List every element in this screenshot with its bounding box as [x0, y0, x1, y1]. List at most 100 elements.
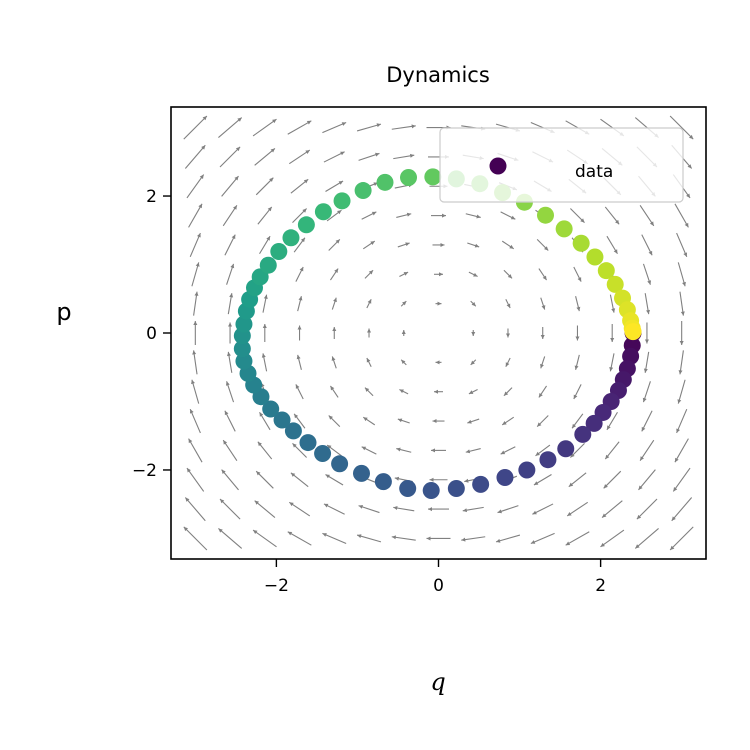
data-point [352, 464, 370, 482]
data-point [259, 256, 277, 274]
vector-arrow [228, 322, 233, 344]
vector-arrow [224, 234, 236, 256]
vector-arrow [295, 266, 304, 282]
vector-arrow [188, 203, 203, 228]
data-point [585, 414, 603, 432]
vector-arrow [367, 328, 372, 338]
vector-arrow [361, 446, 377, 455]
vector-arrow [393, 506, 415, 512]
vector-arrow [609, 353, 615, 372]
vector-arrow [606, 235, 618, 255]
data-point [574, 425, 592, 443]
vector-arrow [397, 418, 410, 424]
vector-arrow [396, 212, 412, 218]
vector-arrow [293, 413, 306, 429]
data-point [399, 479, 417, 497]
vector-arrow [533, 474, 552, 486]
vector-arrow [391, 535, 416, 541]
data-point [314, 203, 332, 221]
legend-label: data [575, 162, 613, 182]
vector-arrow [606, 411, 618, 431]
vector-arrow [322, 121, 347, 134]
vector-field [183, 115, 694, 551]
vector-arrow [642, 263, 652, 285]
vector-arrow [435, 360, 442, 365]
vector-arrow [326, 209, 342, 222]
vector-arrow [287, 531, 312, 546]
vector-arrow [259, 411, 271, 431]
data-point [424, 168, 442, 186]
vector-arrow [501, 240, 515, 250]
vector-arrow [432, 419, 445, 424]
vector-arrow [297, 296, 303, 312]
vector-arrow [332, 327, 337, 339]
chart-title: Dynamics [386, 63, 490, 87]
vector-arrow [669, 526, 694, 551]
vector-arrow [391, 124, 416, 130]
vector-arrow [434, 389, 443, 394]
vector-arrow [497, 505, 519, 514]
vector-arrow [221, 469, 239, 491]
vector-arrow [540, 297, 546, 310]
data-point [374, 473, 392, 491]
vector-arrow [540, 327, 545, 339]
vector-arrow [257, 206, 273, 225]
vector-arrow [503, 387, 513, 397]
data-point [422, 482, 440, 500]
vector-arrow [186, 467, 205, 492]
vector-arrow [678, 350, 684, 375]
y-tick-label: −2 [132, 461, 157, 481]
vector-arrow [575, 296, 581, 312]
vector-arrow [259, 235, 271, 255]
data-point [314, 445, 332, 463]
vector-arrow [189, 408, 201, 434]
vector-arrow [604, 206, 620, 225]
vector-arrow [183, 526, 208, 551]
vector-arrow [674, 438, 689, 463]
vector-arrow [639, 205, 655, 227]
vector-arrow [262, 324, 267, 342]
vector-arrow [328, 415, 341, 428]
vector-arrow [570, 208, 585, 224]
legend: data [439, 127, 684, 203]
vector-arrow [671, 497, 693, 522]
data-point [282, 229, 300, 247]
vector-arrow [677, 262, 686, 287]
vector-arrow [431, 448, 446, 453]
y-tick-label: 0 [146, 324, 157, 344]
vector-arrow [540, 356, 546, 369]
vector-arrow [361, 211, 377, 220]
vector-arrow [470, 300, 477, 307]
vector-arrow [364, 269, 374, 279]
vector-arrow [329, 268, 339, 281]
vector-arrow [288, 149, 311, 165]
vector-arrow [366, 357, 372, 367]
vector-arrow [222, 205, 238, 227]
legend-box [439, 127, 684, 203]
vector-arrow [677, 379, 686, 404]
vector-arrow [600, 529, 625, 548]
vector-arrow [297, 325, 302, 341]
vector-arrow [292, 208, 307, 224]
vector-arrow [397, 242, 410, 248]
vector-arrow [574, 354, 580, 370]
vector-arrow [601, 500, 623, 518]
axis-ticks: −2 0 2 −2 0 2 [132, 187, 606, 596]
vector-arrow [536, 238, 549, 251]
data-point [472, 475, 490, 493]
vector-arrow [218, 117, 243, 138]
vector-arrow [358, 152, 380, 161]
vector-arrow [393, 153, 415, 160]
vector-arrow [224, 410, 236, 432]
vector-arrow [505, 328, 510, 338]
vector-arrow [571, 413, 584, 429]
vector-arrow [255, 470, 274, 489]
data-point [270, 243, 288, 261]
vector-arrow [296, 354, 302, 370]
vector-arrow [189, 232, 201, 258]
vector-arrow [362, 240, 376, 250]
legend-marker [489, 157, 507, 175]
vector-arrow [468, 271, 478, 277]
vector-arrow [254, 500, 276, 518]
vector-arrow [401, 330, 406, 336]
